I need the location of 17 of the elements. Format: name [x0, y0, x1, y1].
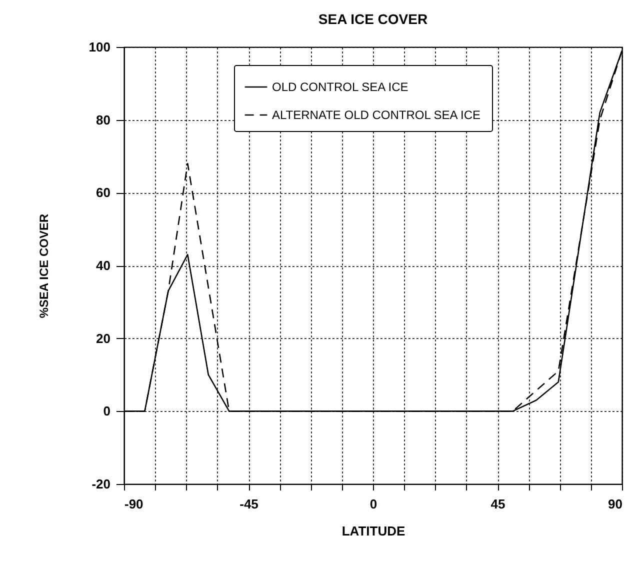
x-axis-title: LATITUDE [342, 524, 406, 538]
y-tick-label: 100 [88, 40, 110, 54]
y-axis-title: %SEA ICE COVER [36, 214, 51, 318]
x-tick-label: 90 [608, 496, 622, 512]
x-tick-label: 45 [490, 496, 506, 512]
y-tick-label: -20 [92, 476, 110, 492]
legend-label: ALTERNATE OLD CONTROL SEA ICE [272, 108, 480, 122]
x-tick-label: 0 [370, 496, 378, 512]
y-tick-label: 20 [96, 330, 110, 346]
x-tick-label: -45 [240, 496, 258, 512]
legend-label: OLD CONTROL SEA ICE [272, 80, 408, 94]
y-tick-label: 60 [96, 185, 110, 200]
y-tick-label: 40 [96, 258, 110, 273]
y-tick-label: 80 [96, 112, 110, 128]
x-tick-label: -90 [124, 496, 144, 512]
chart-title: SEA ICE COVER [318, 11, 428, 27]
y-tick-label: 0 [103, 404, 110, 419]
